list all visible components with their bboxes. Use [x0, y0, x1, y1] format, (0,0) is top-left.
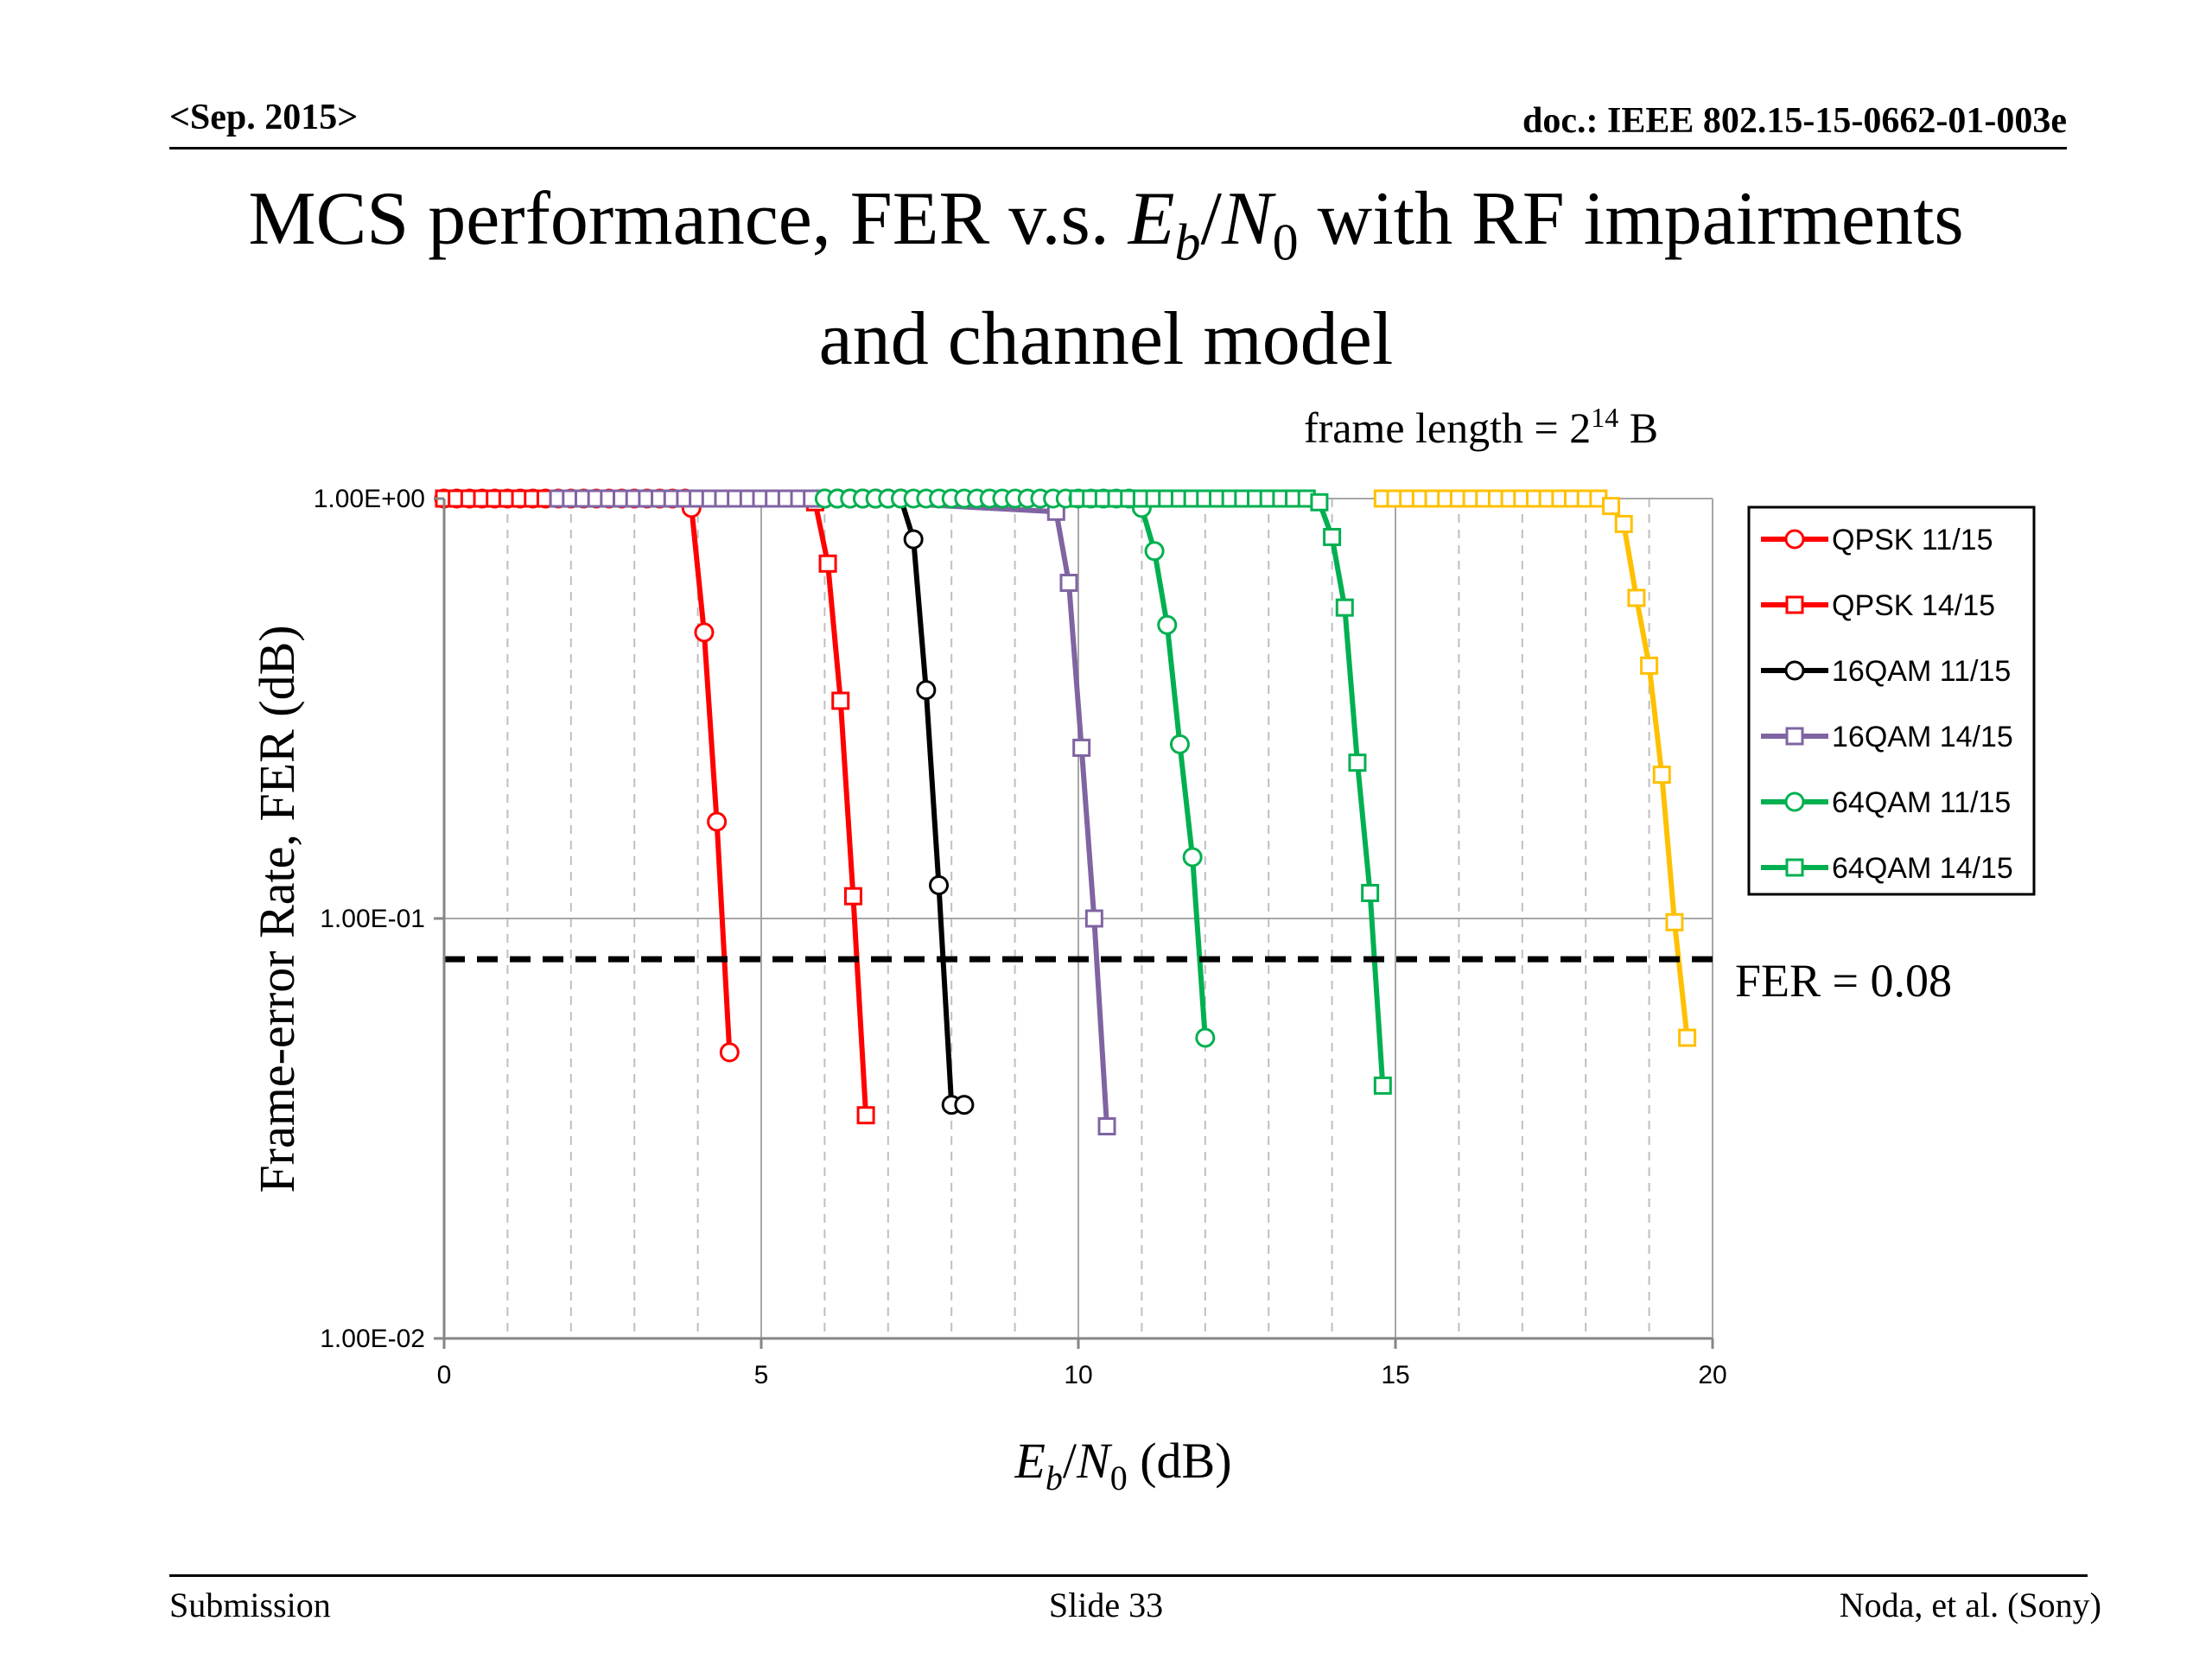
header-date: <Sep. 2015> [169, 98, 359, 137]
data-point [1072, 738, 1091, 757]
legend-swatch-marker [1784, 660, 1805, 681]
y-tick-label: 1.00E-01 [320, 905, 425, 933]
series-line [444, 496, 869, 1116]
data-point [1323, 527, 1342, 546]
legend-label: QPSK 11/15 [1832, 524, 1993, 556]
series-7 [1373, 489, 1697, 1047]
x-tick-label: 15 [1381, 1361, 1409, 1389]
data-point [719, 1042, 740, 1063]
page-title: MCS performance, FER v.s. Eb/N0 with RF … [0, 171, 2212, 388]
data-point [856, 1106, 875, 1125]
legend-entry: 64QAM 14/15 [1761, 852, 2013, 885]
legend-label: 16QAM 14/15 [1832, 721, 2013, 753]
y-axis-label: Frame-error Rate, FER (dB) [249, 625, 305, 1192]
data-point [1373, 1076, 1392, 1095]
legend-entry: 16QAM 11/15 [1761, 655, 2011, 688]
series-3 [814, 488, 975, 1116]
data-point [1195, 1027, 1216, 1048]
y-tick-label: 1.00E+00 [314, 485, 425, 513]
legend-label: 16QAM 11/15 [1832, 655, 2011, 688]
legend: QPSK 11/15 QPSK 14/15 16QAM 11/15 16QAM 14/… [1747, 505, 2036, 896]
y-tick-label: 1.00E-02 [320, 1325, 425, 1353]
legend-swatch-marker [1785, 727, 1804, 746]
title-slash: / [1200, 177, 1222, 261]
data-point [1614, 514, 1633, 533]
data-point [1310, 493, 1329, 512]
series-6 [1069, 489, 1392, 1095]
chart-subtitle: frame length = 214 B [1304, 402, 1658, 452]
data-point [954, 1095, 975, 1116]
legend-swatch-marker [1785, 595, 1804, 614]
data-point [818, 554, 837, 573]
data-point [1640, 656, 1659, 675]
data-point [694, 622, 715, 643]
title-n0: N [1221, 177, 1273, 261]
legend-label: 64QAM 14/15 [1832, 852, 2013, 885]
series-layer [434, 488, 1721, 1135]
data-point [916, 680, 937, 701]
data-point [1335, 598, 1354, 617]
title-text-a: MCS performance, FER v.s. [248, 177, 1128, 261]
footer-divider [169, 1574, 2088, 1577]
threshold-label: FER = 0.08 [1735, 955, 1952, 1007]
footer-slide-number: Slide 33 [1048, 1586, 1164, 1624]
legend-swatch-marker [1784, 529, 1805, 550]
header-doc-id: doc.: IEEE 802.15-15-0662-01-003e [1522, 101, 2067, 141]
series-line [444, 496, 733, 1053]
series-line [1078, 496, 1386, 1086]
data-point [1627, 588, 1646, 607]
title-text-b: with RF impairments [1298, 177, 1964, 261]
data-point [929, 875, 950, 896]
title-line-2: and channel model [818, 296, 1394, 381]
data-point [1652, 766, 1671, 785]
data-point [1182, 847, 1203, 868]
data-point [1084, 909, 1103, 928]
data-point [1665, 912, 1684, 931]
legend-swatch-marker [1784, 791, 1805, 812]
data-point [843, 887, 862, 906]
data-point [903, 529, 924, 550]
x-tick-label: 10 [1064, 1361, 1092, 1389]
grid [444, 498, 1713, 1338]
data-point [1157, 614, 1178, 635]
legend-entry: QPSK 14/15 [1761, 589, 1995, 622]
title-eb-sub: b [1174, 213, 1201, 271]
data-point [1678, 1028, 1697, 1047]
legend-swatch-marker [1785, 858, 1804, 877]
series-4 [549, 489, 1116, 1135]
legend-label: QPSK 14/15 [1832, 589, 1995, 622]
data-point [1602, 497, 1621, 516]
legend-entry: QPSK 11/15 [1761, 524, 1993, 556]
legend-entry: 16QAM 14/15 [1761, 721, 2013, 753]
x-axis-label: Eb/N0 (dB) [1014, 1433, 1231, 1497]
data-point [1169, 734, 1190, 754]
data-point [707, 811, 728, 832]
data-point [1361, 884, 1380, 903]
series-1 [434, 488, 740, 1063]
title-line-1: MCS performance, FER v.s. Eb/N0 with RF … [0, 171, 2212, 291]
header-divider [169, 147, 2067, 149]
legend-box [1747, 505, 2036, 896]
x-tick-label: 20 [1698, 1361, 1726, 1389]
footer-submission: Submission [169, 1586, 331, 1624]
x-tick-label: 5 [754, 1361, 769, 1389]
title-eb: Eb [1128, 177, 1201, 271]
data-point [1348, 753, 1367, 772]
data-point [831, 691, 850, 710]
legend-entry: 64QAM 11/15 [1761, 786, 2011, 819]
x-tick-label: 0 [437, 1361, 452, 1389]
axes: 1.00E+00 1.00E-01 1.00E-02 0 5 10 15 20 [314, 485, 1727, 1389]
legend-label: 64QAM 11/15 [1832, 786, 2011, 819]
title-n0-sub: 0 [1272, 213, 1299, 271]
data-point [1059, 574, 1078, 593]
data-point [1144, 541, 1165, 562]
data-point [1097, 1116, 1116, 1135]
footer-authors: Noda, et al. (Sony) [1839, 1586, 2101, 1624]
series-2 [435, 489, 875, 1125]
